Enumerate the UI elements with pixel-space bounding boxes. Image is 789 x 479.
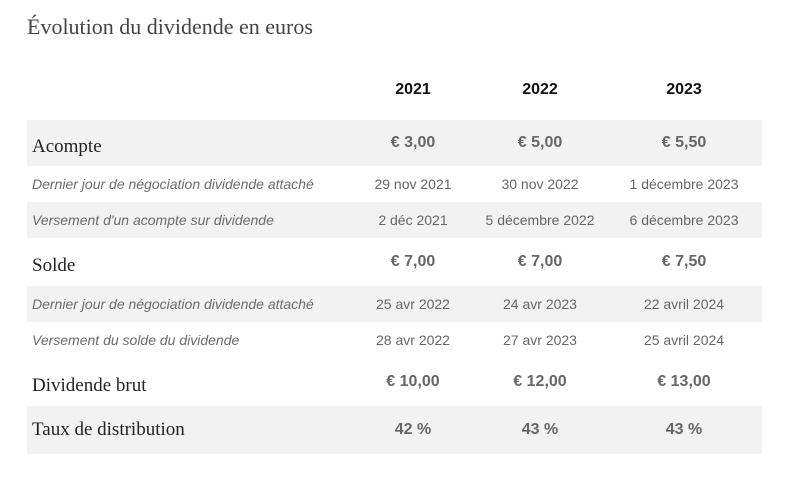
- year-header-2022: 2022: [522, 81, 558, 98]
- value-2022: 24 avr 2023: [503, 296, 577, 312]
- value-2023: € 13,00: [657, 373, 711, 390]
- row-label: Solde: [32, 255, 76, 276]
- table-row-solde: Solde € 7,00 € 7,00 € 7,50: [27, 238, 762, 286]
- row-label: Dernier jour de négociation dividende at…: [32, 296, 314, 312]
- table-row-acompte-last-trading-day: Dernier jour de négociation dividende at…: [27, 166, 762, 202]
- row-label: Acompte: [32, 136, 102, 157]
- value-2023: 22 avril 2024: [643, 296, 725, 312]
- dividend-table: 2021 2022 2023 Acompte € 3,00 € 5,00 € 5…: [27, 60, 762, 454]
- value-2023: 43 %: [665, 421, 703, 438]
- table-header-row: 2021 2022 2023: [27, 60, 762, 120]
- value-2023: 25 avril 2024: [643, 332, 725, 348]
- year-header-2023: 2023: [666, 81, 702, 98]
- row-label: Versement du solde du dividende: [32, 332, 240, 348]
- value-2023: 1 décembre 2023: [629, 176, 739, 192]
- value-2021: € 7,00: [390, 253, 436, 270]
- table-row-solde-last-trading-day: Dernier jour de négociation dividende at…: [27, 286, 762, 322]
- table-row-acompte: Acompte € 3,00 € 5,00 € 5,50: [27, 120, 762, 166]
- value-2021: € 10,00: [386, 373, 440, 390]
- page-title: Évolution du dividende en euros: [27, 14, 313, 39]
- value-2022: 43 %: [521, 421, 559, 438]
- value-2021: 42 %: [394, 421, 432, 438]
- value-2022: € 5,00: [517, 134, 563, 151]
- value-2021: 28 avr 2022: [376, 332, 450, 348]
- value-2022: 5 décembre 2022: [485, 212, 595, 228]
- value-2021: 29 nov 2021: [374, 176, 452, 192]
- value-2022: 30 nov 2022: [501, 176, 579, 192]
- table-row-taux-distribution: Taux de distribution 42 % 43 % 43 %: [27, 406, 762, 454]
- value-2021: 2 déc 2021: [378, 212, 448, 228]
- value-2021: € 3,00: [390, 134, 436, 151]
- row-label: Versement d'un acompte sur dividende: [32, 212, 274, 228]
- row-label: Dividende brut: [32, 375, 147, 396]
- value-2021: 25 avr 2022: [376, 296, 450, 312]
- table-row-acompte-payment: Versement d'un acompte sur dividende 2 d…: [27, 202, 762, 238]
- value-2022: € 7,00: [517, 253, 563, 270]
- value-2022: € 12,00: [513, 373, 567, 390]
- value-2023: 6 décembre 2023: [629, 212, 739, 228]
- row-label: Dernier jour de négociation dividende at…: [32, 176, 314, 192]
- table-row-solde-payment: Versement du solde du dividende 28 avr 2…: [27, 322, 762, 358]
- value-2022: 27 avr 2023: [503, 332, 577, 348]
- row-label: Taux de distribution: [32, 419, 185, 440]
- value-2023: € 7,50: [661, 253, 707, 270]
- value-2023: € 5,50: [661, 134, 707, 151]
- year-header-2021: 2021: [395, 81, 431, 98]
- table-row-dividende-brut: Dividende brut € 10,00 € 12,00 € 13,00: [27, 358, 762, 406]
